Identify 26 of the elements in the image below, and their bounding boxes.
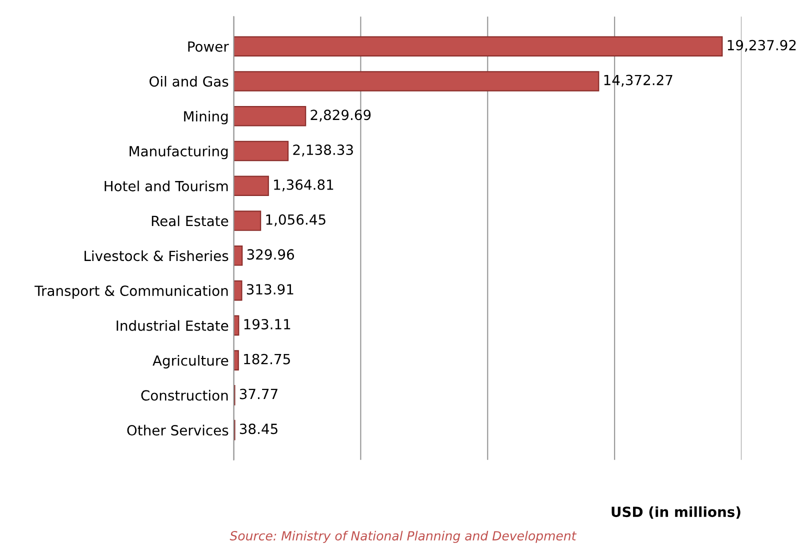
data-label: 37.77 [240, 388, 278, 400]
data-label: 2,829.69 [310, 110, 371, 122]
data-label: 182.75 [244, 354, 290, 364]
y-tick-label: Oil and Gas [150, 76, 228, 87]
x-axis-title: USD (in millions) [612, 506, 740, 519]
data-label: 329.96 [247, 249, 294, 260]
data-label: 313.91 [246, 284, 294, 295]
y-tick-label: Manufacturing [130, 146, 228, 160]
data-label: 2,138.33 [293, 144, 353, 156]
data-label: 14,372.27 [604, 74, 672, 87]
y-tick-label: Construction [141, 390, 228, 401]
data-label: 193.11 [244, 318, 290, 330]
y-tick-label: Mining [184, 110, 228, 124]
y-tick-label: Hotel and Tourism [104, 180, 228, 192]
y-tick-label: Other Services [127, 424, 228, 436]
y-tick-label: Agriculture [152, 355, 228, 368]
y-tick-label: Power [188, 42, 229, 52]
data-label: 38.45 [240, 424, 278, 434]
y-tick-label: Transport & Communication [34, 285, 228, 299]
y-tick-label: Livestock & Fisheries [84, 250, 228, 262]
source-note: Source: Ministry of National Planning and Development [230, 530, 577, 543]
y-tick-label: Industrial Estate [116, 320, 228, 331]
data-label: 19,237.92 [728, 40, 796, 52]
y-tick-label: Real Estate [152, 216, 228, 226]
data-label: 1,364.81 [274, 179, 334, 192]
data-label: 1,056.45 [266, 214, 326, 226]
